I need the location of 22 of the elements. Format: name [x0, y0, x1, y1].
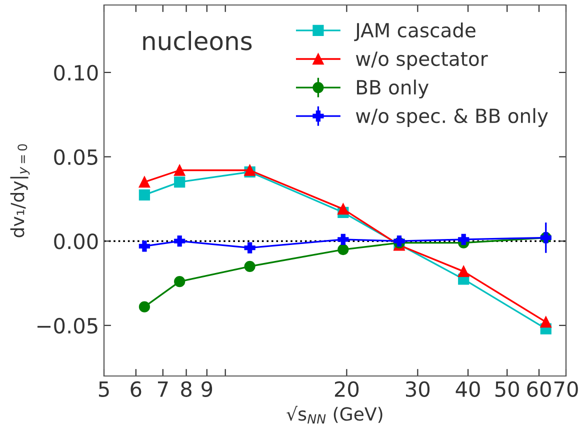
- legend-label: w/o spectator: [356, 52, 488, 70]
- y-tick-label: −0.05: [38, 318, 98, 334]
- y-tick-label: 0.05: [54, 149, 98, 165]
- y-axis-title: dv₁/dy|$_{y=0}$: [10, 144, 30, 238]
- legend-label: w/o spec. & BB only: [356, 108, 548, 127]
- x-tick-label: 6: [130, 381, 142, 397]
- annotation: nucleons: [143, 30, 252, 50]
- x-tick-label: 9: [202, 381, 212, 397]
- y-tick-label: 0.10: [54, 64, 98, 81]
- x-axis-title: √s$_{NN}$ (GeV): [286, 406, 382, 424]
- y-tick-label: 0.00: [54, 234, 98, 250]
- x-tick-label: 5: [98, 382, 109, 397]
- x-tick-label: 7: [158, 382, 168, 397]
- legend-label: JAM cascade: [354, 22, 476, 42]
- x-tick-label: 8: [181, 381, 192, 397]
- x-tick-label: 40: [456, 381, 480, 397]
- x-tick-label: 50: [495, 381, 519, 397]
- x-tick-label: 30: [406, 381, 430, 397]
- x-tick-label: 70: [554, 381, 578, 397]
- legend-label: BB only: [357, 80, 429, 98]
- x-tick-label: 60: [527, 381, 551, 397]
- x-tick-label: 20: [334, 381, 359, 397]
